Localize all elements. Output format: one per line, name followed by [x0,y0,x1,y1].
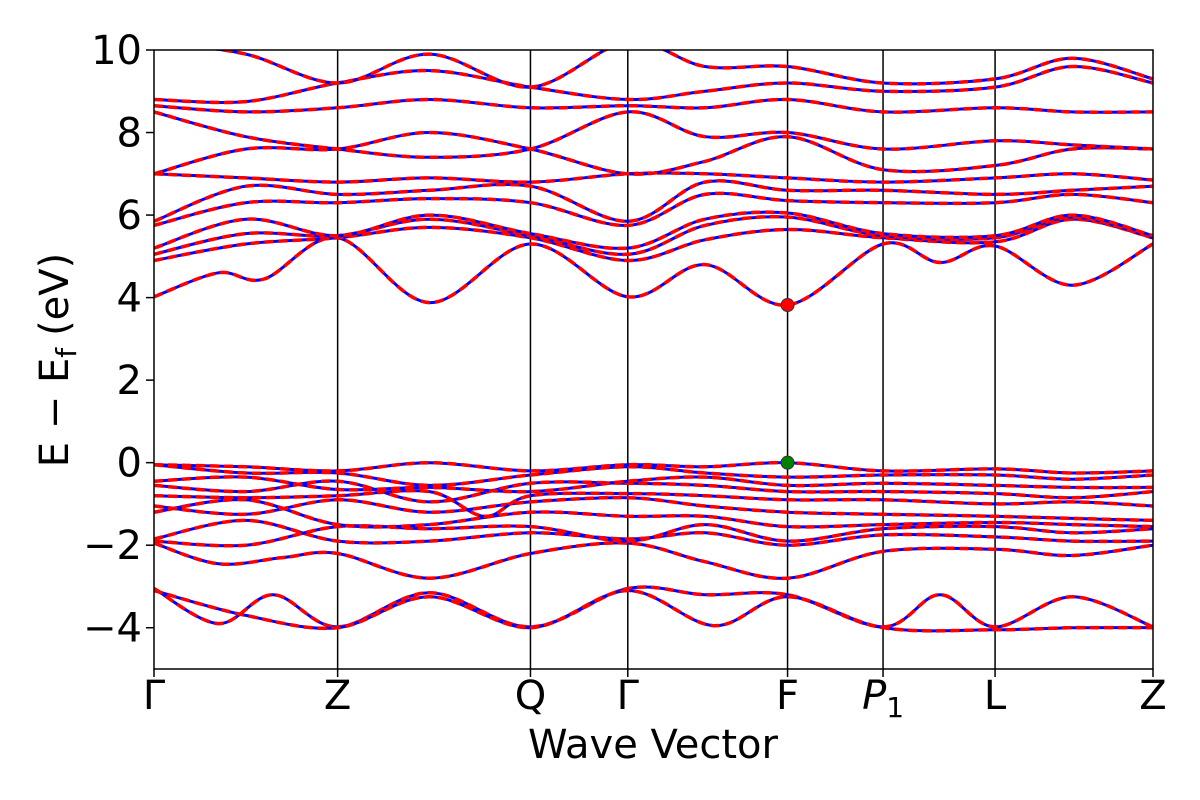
y-tick-label: 10 [91,28,142,74]
band-line-spin-up [154,130,1153,176]
x-tick-label: Z [1139,673,1166,719]
x-tick-label: Q [515,673,546,719]
markers-layer [780,298,795,470]
x-tick-label: Z [324,673,351,719]
band-line-spin-up [154,460,1153,475]
band-line-spin-up [211,50,1153,89]
band-line-spin-up [154,64,1153,105]
x-axis-ticks: Γ Z Q Γ F P1 L Z [143,669,1167,724]
kpoint-separators [336,50,996,669]
x-tick-label-main: P [862,673,887,719]
band-line-spin-up [154,475,1153,494]
band-line-spin-up [154,488,1153,519]
y-axis-label-subscript: f [50,347,83,358]
y-tick-label: 2 [117,358,142,404]
bands-layer [154,50,1153,633]
x-axis-label: Wave Vector [528,722,779,768]
y-axis-label: E − Ef (eV) [32,253,83,468]
x-tick-label: F [776,673,799,719]
band-line-spin-up [154,588,1153,633]
band-line-spin-up [154,97,1153,114]
y-tick-label: 6 [117,193,142,239]
band-line-spin-up [154,236,1153,307]
band-line-spin-up [154,217,1153,263]
band-line-spin-down [154,191,1153,227]
cbm-marker [780,298,795,313]
y-tick-label: −2 [83,523,142,569]
band-line-spin-down [213,50,1153,89]
band-line-spin-up [154,541,1153,581]
y-axis-ticks: −4 −2 0 2 4 6 8 10 [83,28,154,652]
band-line-spin-up [154,497,1153,529]
x-tick-label: Γ [143,673,166,719]
plot-frame [153,49,1154,670]
band-line-spin-up [154,522,1153,548]
x-tick-label: L [984,673,1007,719]
y-axis-label-unit: (eV) [32,253,78,336]
y-tick-label: −4 [83,606,142,652]
band-line-spin-up [154,210,1153,251]
x-tick-label-subscript: 1 [886,691,904,724]
band-line-spin-up [154,479,1153,504]
y-tick-label: 4 [117,276,142,322]
vbm-marker [780,455,795,470]
band-line-spin-up [154,191,1153,228]
band-line-spin-up [154,214,1153,257]
band-line-spin-down [154,97,1153,114]
x-tick-label: Γ [617,673,640,719]
band-line-spin-down [154,130,1153,176]
band-line-spin-up [154,179,1153,224]
x-tick-label: P1 [862,673,904,724]
band-line-spin-up [154,110,1153,160]
y-tick-label: 8 [117,111,142,157]
band-line-spin-down [154,585,1153,629]
band-line-spin-up [154,495,1153,523]
y-axis-label-main: E − E [32,358,78,468]
y-tick-label: 0 [117,441,142,487]
band-line-spin-up [154,585,1153,629]
